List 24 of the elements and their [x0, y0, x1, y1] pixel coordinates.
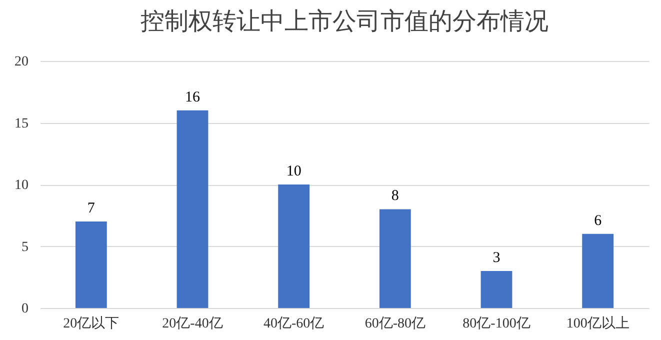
y-tick-label: 0 [22, 302, 28, 316]
data-label: 10 [286, 164, 302, 180]
y-tick-label: 5 [22, 240, 28, 255]
x-tick-label: 80亿-100亿 [462, 316, 530, 332]
data-label: 6 [594, 212, 602, 229]
bar [582, 234, 614, 308]
data-label: 7 [87, 200, 96, 217]
bar [379, 209, 411, 308]
y-tick-label: 15 [14, 116, 28, 132]
x-tick-label: 20亿以下 [63, 316, 120, 332]
chart-title: 控制权转让中上市公司市值的分布情况 [140, 8, 548, 35]
x-tick-label: 100亿以上 [566, 316, 630, 332]
data-label: 3 [492, 250, 500, 266]
y-tick-label: 20 [14, 54, 28, 70]
data-label: 8 [391, 188, 399, 204]
y-tick-label: 10 [14, 178, 28, 193]
bar [480, 270, 512, 308]
bar [278, 184, 310, 308]
bar [176, 110, 208, 308]
x-tick-label: 40亿-60亿 [264, 316, 324, 332]
x-tick-label: 20亿-40亿 [162, 316, 223, 332]
bar [75, 222, 107, 308]
x-tick-label: 60亿-80亿 [364, 316, 426, 332]
data-label: 16 [185, 89, 201, 106]
